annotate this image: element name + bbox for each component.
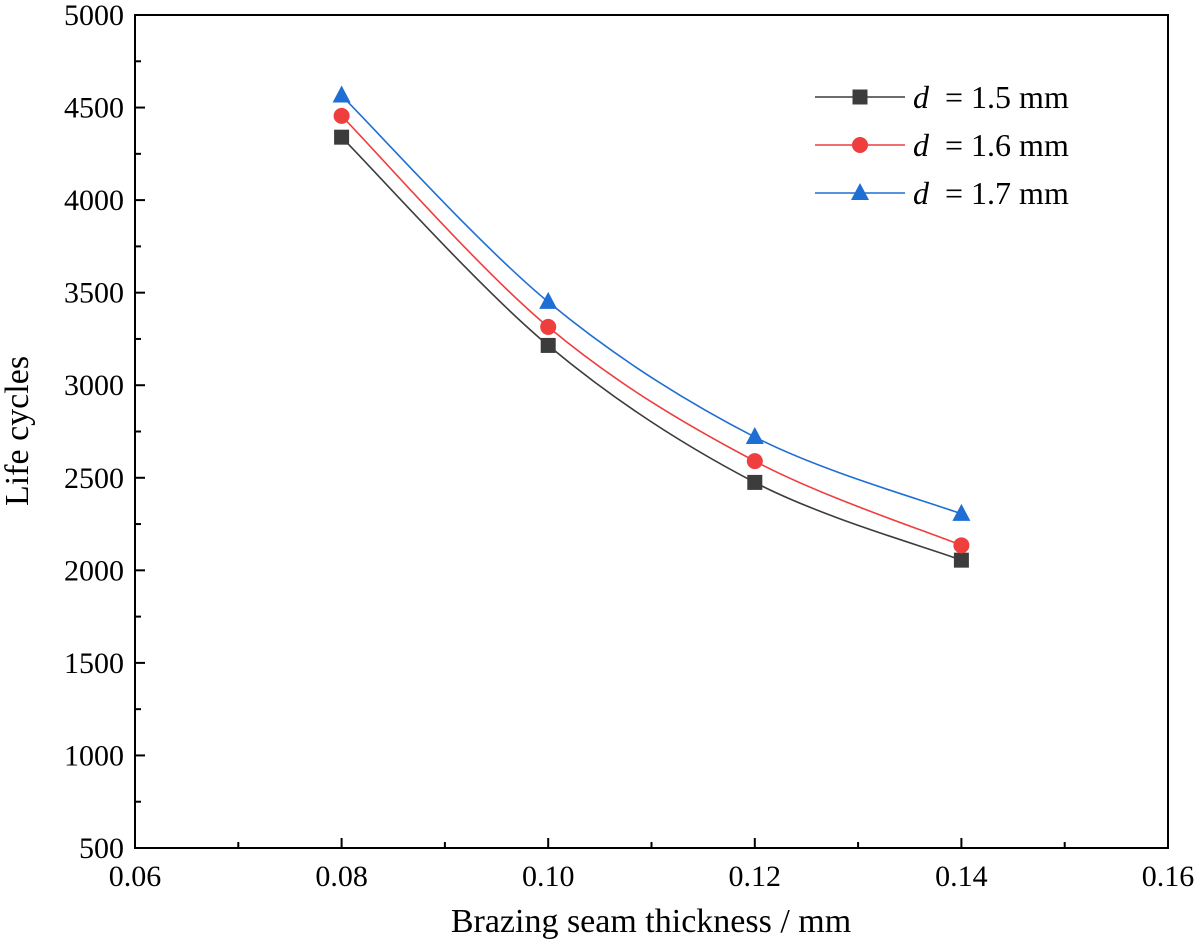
x-tick-label: 0.16 [1142, 860, 1195, 893]
legend-marker [852, 137, 868, 153]
series-3 [332, 85, 971, 521]
legend-value: = 1.7 mm [929, 175, 1069, 211]
y-tick-label: 3500 [64, 277, 124, 310]
legend-item-2: d = 1.6 mm [815, 127, 1069, 163]
legend-variable: d [913, 127, 930, 163]
data-point [953, 552, 969, 568]
series-2 [333, 107, 970, 554]
legend-value: = 1.5 mm [929, 79, 1069, 115]
series-line [341, 94, 962, 515]
y-tick-label: 4000 [64, 184, 124, 217]
y-tick-label: 1000 [64, 739, 124, 772]
x-tick-label: 0.14 [935, 860, 988, 893]
series-line [341, 136, 962, 561]
y-axis-title: Life cycles [0, 356, 36, 506]
y-tick-label: 3000 [64, 369, 124, 402]
data-point [539, 291, 558, 309]
x-axis-title: Brazing seam thickness / mm [451, 903, 851, 940]
legend-marker [852, 89, 868, 105]
legend-value: = 1.6 mm [929, 127, 1069, 163]
x-tick-label: 0.06 [109, 860, 162, 893]
y-tick-label: 2500 [64, 462, 124, 495]
data-point [953, 537, 970, 554]
x-tick-label: 0.12 [729, 860, 782, 893]
data-point [333, 107, 350, 124]
y-tick-label: 500 [79, 832, 124, 865]
data-point [746, 453, 763, 470]
data-point [952, 503, 971, 521]
data-point [334, 129, 350, 145]
y-tick-label: 4500 [64, 92, 124, 125]
legend-marker [851, 183, 869, 200]
legend-item-3: d = 1.7 mm [815, 175, 1069, 211]
y-tick-label: 5000 [64, 0, 124, 32]
legend-label: d = 1.6 mm [913, 127, 1069, 163]
series-line [341, 115, 962, 547]
legend-label: d = 1.5 mm [913, 79, 1069, 115]
y-axis: 500 1000 1500 2000 2500 3000 3500 4000 4500 5000 [64, 0, 145, 865]
y-tick-label: 2000 [64, 554, 124, 587]
legend: d = 1.5 mmd = 1.6 mmd = 1.7 mm [815, 79, 1069, 211]
data-point [332, 85, 351, 103]
data-point [747, 474, 763, 490]
series-layer [332, 85, 971, 568]
x-tick-label: 0.08 [315, 860, 368, 893]
data-point [540, 318, 557, 335]
y-tick-label: 1500 [64, 647, 124, 680]
legend-variable: d [913, 175, 930, 211]
x-axis: 0.06 0.08 0.10 0.12 0.14 0.16 [109, 838, 1195, 893]
data-point [745, 427, 764, 445]
x-tick-label: 0.10 [522, 860, 575, 893]
data-point [540, 337, 556, 353]
series-1 [334, 129, 969, 568]
legend-label: d = 1.7 mm [913, 175, 1069, 211]
legend-item-1: d = 1.5 mm [815, 79, 1069, 115]
legend-variable: d [913, 79, 930, 115]
